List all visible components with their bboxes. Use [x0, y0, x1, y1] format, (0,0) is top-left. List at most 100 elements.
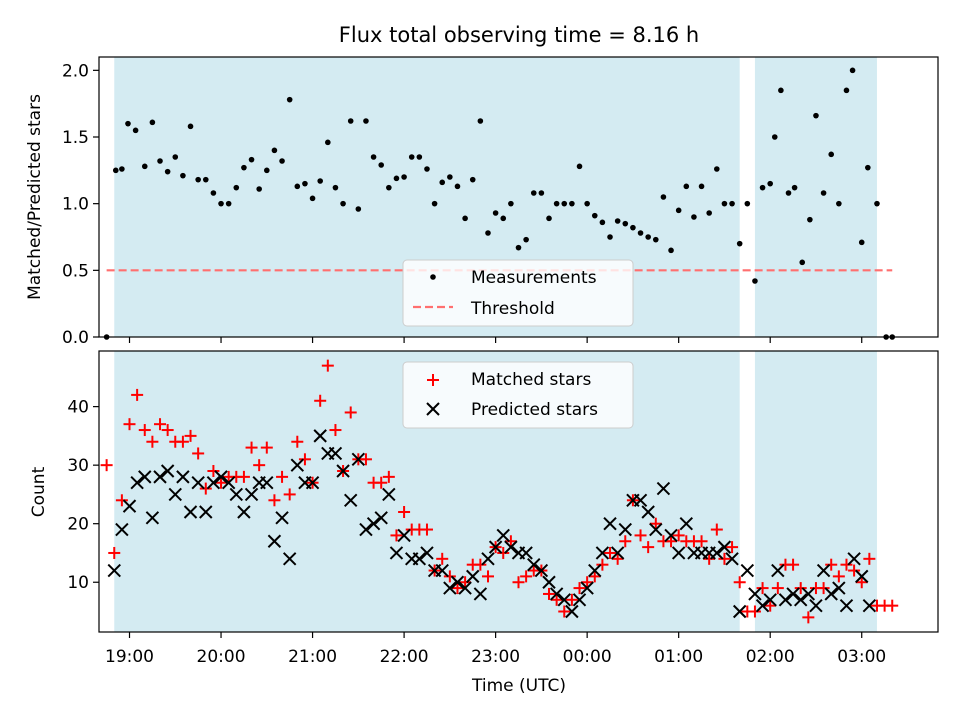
- matched-point: [504, 535, 517, 548]
- measurement-point: [119, 166, 125, 172]
- y-tick-label: 20: [67, 515, 89, 535]
- predicted-point: [153, 470, 167, 484]
- measurement-point: [858, 239, 865, 246]
- matched-point: [596, 558, 609, 571]
- predicted-point-b: [244, 487, 259, 502]
- measurement-point: [828, 151, 835, 158]
- measurement-point: [264, 167, 270, 174]
- predicted-point: [282, 552, 297, 566]
- legend-matched-marker: [427, 374, 439, 386]
- predicted-point: [267, 534, 282, 548]
- measurement-point: [622, 220, 629, 227]
- measurement-point: [370, 154, 377, 160]
- measurement-point: [132, 127, 139, 134]
- measurement-point: [210, 190, 217, 196]
- predicted-point: [679, 516, 694, 531]
- x-tick-label: 22:00: [380, 647, 429, 667]
- bottom-plot-frame: [98, 350, 939, 633]
- measurement-point: [271, 147, 278, 154]
- predicted-point: [458, 581, 472, 595]
- matched-point: [703, 552, 716, 565]
- predicted-point: [618, 522, 632, 537]
- matched-point: [192, 447, 205, 460]
- measurement-point: [500, 215, 507, 222]
- predicted-point: [786, 587, 800, 601]
- predicted-point-b: [534, 563, 549, 578]
- predicted-point: [343, 493, 358, 507]
- matched-point: [390, 529, 403, 542]
- measurement-point: [607, 234, 613, 240]
- predicted-point-b: [389, 546, 404, 560]
- predicted-point: [778, 593, 793, 607]
- predicted-point-b: [160, 464, 175, 478]
- predicted-point: [740, 563, 755, 578]
- predicted-point: [588, 563, 602, 578]
- predicted-point: [862, 598, 877, 613]
- predicted-point-b: [267, 534, 282, 548]
- matched-point: [176, 435, 189, 448]
- y-tick-label: 0.5: [62, 261, 89, 281]
- predicted-point-b: [443, 581, 457, 595]
- predicted-point: [313, 429, 327, 443]
- matched-point: [260, 441, 273, 454]
- predicted-point-b: [542, 575, 556, 589]
- predicted-point-b: [641, 505, 655, 519]
- matched-point: [611, 552, 624, 565]
- predicted-point-b: [382, 487, 396, 502]
- predicted-point: [839, 598, 854, 613]
- measurement-point: [515, 244, 522, 251]
- measurement-point: [248, 156, 255, 163]
- matched-point: [329, 424, 342, 437]
- predicted-point: [801, 587, 816, 601]
- predicted-point: [221, 476, 236, 490]
- predicted-point-b: [557, 593, 571, 607]
- predicted-point: [359, 522, 373, 537]
- x-tick-label: 21:00: [288, 647, 337, 667]
- measurement-point: [332, 184, 339, 191]
- matched-point: [543, 587, 556, 600]
- measurement-point: [172, 154, 179, 160]
- predicted-point: [755, 598, 770, 613]
- matched-point: [642, 541, 655, 554]
- measurement-point: [447, 174, 453, 180]
- matched-point: [253, 459, 266, 472]
- predicted-point-b: [496, 528, 510, 543]
- matched-point: [184, 429, 197, 442]
- predicted-point: [809, 598, 823, 613]
- matched-point: [672, 529, 685, 542]
- predicted-point: [244, 487, 259, 502]
- matched-point: [588, 570, 601, 583]
- measurement-point: [218, 200, 224, 207]
- predicted-point-b: [610, 546, 625, 560]
- predicted-point-b: [176, 470, 190, 484]
- measurement-point: [752, 278, 758, 284]
- predicted-point-b: [107, 563, 121, 578]
- predicted-point-b: [351, 452, 366, 467]
- predicted-point: [565, 604, 579, 619]
- matched-point: [237, 470, 250, 483]
- matched-point: [573, 582, 586, 595]
- predicted-point: [366, 516, 381, 531]
- predicted-point: [115, 522, 129, 537]
- matched-point: [855, 576, 868, 589]
- predicted-point: [832, 581, 846, 595]
- matched-point: [321, 359, 334, 372]
- matched-point: [443, 570, 456, 583]
- predicted-point: [671, 546, 686, 560]
- legend-predicted-label: Predicted stars: [471, 400, 598, 420]
- predicted-point-b: [206, 476, 221, 490]
- matched-point: [817, 582, 830, 595]
- predicted-point-b: [473, 587, 488, 601]
- predicted-point-b: [824, 587, 838, 601]
- matched-point: [619, 535, 632, 548]
- predicted-point-b: [801, 587, 816, 601]
- measurement-point: [508, 200, 514, 207]
- measurement-point: [675, 207, 682, 214]
- predicted-point-b: [237, 505, 251, 519]
- predicted-point: [191, 476, 205, 490]
- predicted-point-b: [138, 470, 152, 484]
- top-legend-box: [402, 259, 634, 327]
- predicted-point-b: [725, 552, 739, 566]
- measurement-point: [256, 186, 262, 192]
